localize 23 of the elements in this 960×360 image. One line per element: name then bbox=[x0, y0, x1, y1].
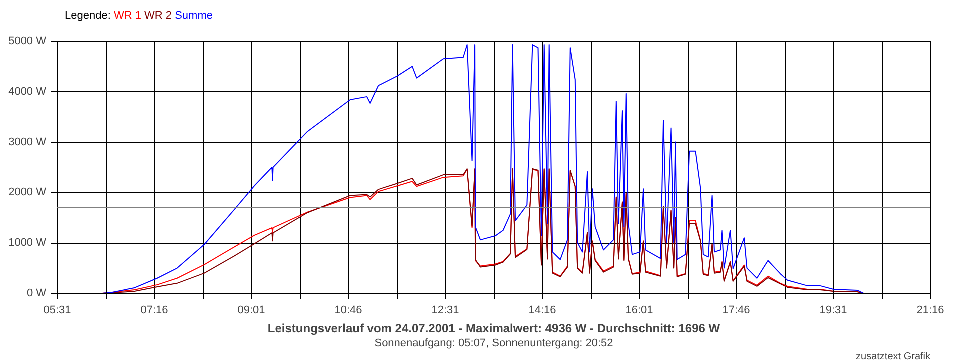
text: Sonnenaufgang: 05:07, Sonnenuntergang: 20:52 bbox=[374, 338, 614, 350]
y-tick-label: 4000 W bbox=[8, 86, 48, 98]
x-tick-label: 07:16 bbox=[140, 304, 168, 316]
x-tick-label: 05:31 bbox=[44, 304, 72, 316]
y-tick-label: 0 W bbox=[26, 288, 48, 300]
x-tick-label: 12:31 bbox=[432, 304, 460, 316]
x-tick-label: 10:46 bbox=[334, 304, 362, 316]
text: WR 1 bbox=[114, 10, 142, 22]
x-tick-label: 16:01 bbox=[626, 304, 654, 316]
y-tick-label: 1000 W bbox=[8, 237, 48, 250]
x-tick-label: 14:16 bbox=[528, 304, 556, 316]
text: zusatztext Grafik bbox=[856, 352, 932, 360]
text: WR 2 bbox=[144, 10, 172, 22]
x-tick-label: 17:46 bbox=[722, 304, 750, 316]
x-tick-label: 21:16 bbox=[916, 304, 944, 316]
x-tick-label: 19:31 bbox=[820, 304, 848, 316]
text: Summe bbox=[175, 10, 213, 22]
y-tick-label: 3000 W bbox=[8, 136, 48, 148]
legend-title: Legende: bbox=[65, 10, 111, 22]
y-tick-label: 5000 W bbox=[8, 36, 48, 48]
text: Leistungsverlauf vom 24.07.2001 - Maximalwert: 4936 W - Durchschnitt: 1696 W bbox=[268, 322, 721, 336]
y-tick-label: 2000 W bbox=[8, 186, 48, 199]
x-tick-label: 09:01 bbox=[238, 304, 266, 316]
